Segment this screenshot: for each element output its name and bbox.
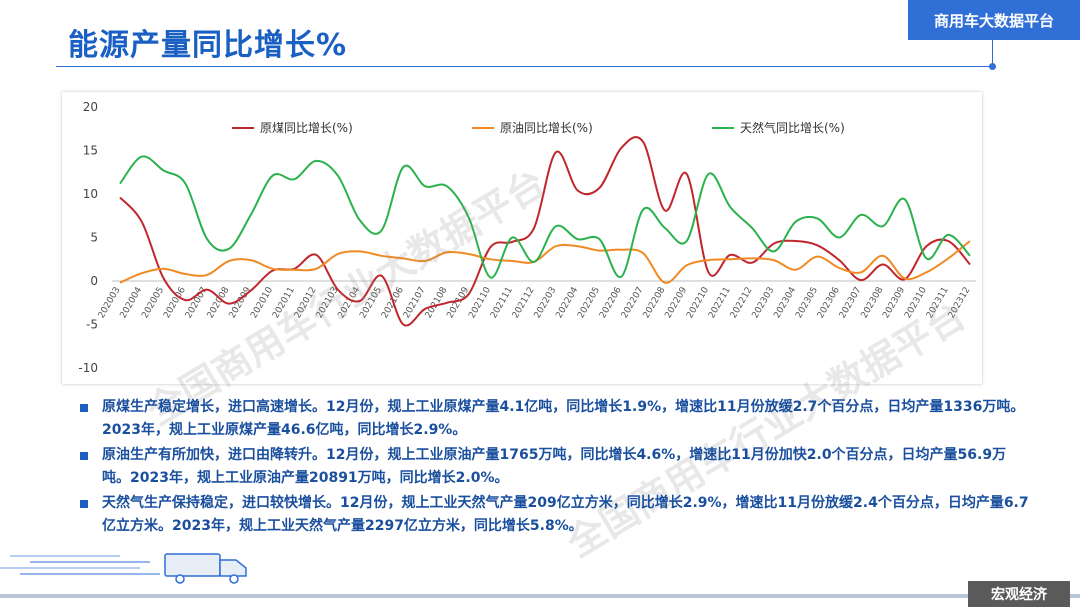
y-tick-label: 15 [83, 144, 98, 158]
bullet-gas: 天然气生产保持稳定，进口较快增长。12月份，规上工业天然气产量209亿立方米，同… [80, 492, 1030, 538]
y-tick-label: -10 [78, 361, 98, 375]
title-rule-tick [992, 40, 993, 66]
footer-bar [0, 594, 1080, 598]
bullet-oil-text: 原油生产有所加快，进口由降转升。12月份，规上工业原油产量1765万吨，同比增长… [102, 447, 1007, 486]
y-tick-label: 20 [83, 100, 98, 114]
legend-label: 原油同比增长(%) [500, 121, 593, 135]
title-rule-dot [989, 63, 996, 70]
y-tick-label: 0 [90, 274, 98, 288]
series-line-2 [119, 240, 971, 284]
legend-label: 天然气同比增长(%) [740, 120, 845, 135]
series-line-3 [119, 155, 971, 279]
brand-label: 商用车大数据平台 [908, 0, 1080, 40]
bullet-oil: 原油生产有所加快，进口由降转升。12月份，规上工业原油产量1765万吨，同比增长… [80, 444, 1030, 490]
bullet-gas-text: 天然气生产保持稳定，进口较快增长。12月份，规上工业天然气产量209亿立方米，同… [102, 495, 1029, 534]
bullet-marker [80, 500, 88, 508]
energy-growth-line-chart: 20151050-5-10202003202004202005202006202… [78, 100, 976, 375]
y-tick-label: 5 [90, 231, 98, 245]
bullet-marker [80, 452, 88, 460]
truck-decoration [0, 553, 247, 584]
legend-label: 原煤同比增长(%) [260, 121, 353, 135]
chart-panel: 20 15 10 5 0 -5 -10 202003 202004 202005 202006 202… [62, 92, 982, 384]
bullet-marker [80, 404, 88, 412]
bullet-coal: 原煤生产稳定增长，进口高速增长。12月份，规上工业原煤产量4.1亿吨，同比增长1… [80, 396, 1030, 442]
y-tick-label: -5 [86, 318, 98, 332]
y-tick-label: 10 [83, 187, 98, 201]
page-title: 能源产量同比增长% [68, 28, 348, 63]
series-line-1 [119, 136, 971, 327]
section-tag: 宏观经济 [968, 581, 1070, 607]
bullet-coal-text: 原煤生产稳定增长，进口高速增长。12月份，规上工业原煤产量4.1亿吨，同比增长1… [102, 399, 1025, 438]
title-divider [56, 66, 993, 67]
bullet-list: 原煤生产稳定增长，进口高速增长。12月份，规上工业原煤产量4.1亿吨，同比增长1… [80, 396, 1030, 540]
